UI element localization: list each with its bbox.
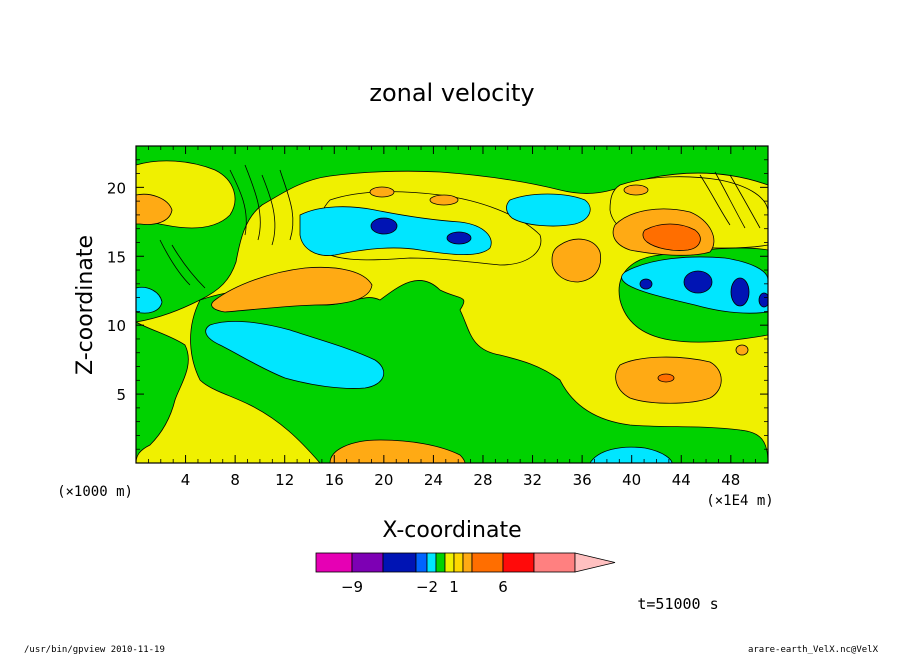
region-blue-core-6 <box>758 292 768 308</box>
colorbar-segment <box>471 552 504 573</box>
x-tick-label: 32 <box>523 471 542 489</box>
colorbar-label: 6 <box>498 578 508 596</box>
footer-right: arare-earth_VelX.nc@VelX <box>748 645 879 654</box>
y-tick-label: 5 <box>116 386 126 404</box>
y-tick-label: 10 <box>107 317 126 335</box>
colorbar-labels: −9 −2 1 6 <box>341 578 508 596</box>
region-orange-oval-5 <box>657 373 675 383</box>
colorbar-segment <box>426 552 437 573</box>
region-green-center <box>190 279 768 463</box>
colorbar-label: −9 <box>341 578 363 596</box>
colorbar-segment <box>444 552 455 573</box>
x-tick-label: 20 <box>374 471 393 489</box>
region-cyan-top-right-blob <box>506 193 591 227</box>
region-cyan-bottom-right <box>589 446 673 463</box>
x-tick-label: 16 <box>325 471 344 489</box>
x-tick-label: 40 <box>622 471 641 489</box>
region-orange-left <box>136 193 173 225</box>
colorbar-arrow <box>574 552 616 573</box>
region-darkorange-right-top <box>642 223 701 251</box>
x-tick-label: 28 <box>473 471 492 489</box>
region-blue-core-1 <box>370 217 398 235</box>
region-blue-core-5 <box>639 278 653 290</box>
region-orange-center-right <box>551 238 602 283</box>
colorbar-segment <box>351 552 384 573</box>
x-tick-label: 36 <box>573 471 592 489</box>
region-orange-oval-3 <box>623 184 649 196</box>
region-blue-core-4 <box>730 277 750 307</box>
region-orange-band <box>211 266 373 313</box>
chart-title: zonal velocity <box>369 79 534 107</box>
contour-field <box>136 146 768 463</box>
y-axis-ticks: 5 10 15 20 <box>107 159 768 450</box>
colorbar-segment <box>315 552 353 573</box>
region-green-left <box>136 321 189 463</box>
region-orange-oval-1 <box>369 186 395 198</box>
wavy-features-left <box>159 164 294 289</box>
x-tick-label: 8 <box>230 471 240 489</box>
x-tick-label: 12 <box>275 471 294 489</box>
x-tick-label: 24 <box>424 471 443 489</box>
region-green-top <box>136 146 768 323</box>
colorbar-segment <box>502 552 535 573</box>
x-axis-label: X-coordinate <box>382 518 521 543</box>
colorbar-segment <box>462 552 473 573</box>
colorbar-label: 1 <box>449 578 459 596</box>
region-orange-bottom <box>329 439 466 463</box>
footer-left: /usr/bin/gpview 2010-11-19 <box>24 645 165 654</box>
x-tick-label: 44 <box>672 471 691 489</box>
region-cyan-top-center <box>299 206 492 256</box>
colorbar-segment <box>453 552 464 573</box>
colorbar-label: −2 <box>416 578 438 596</box>
wavy-features-right <box>699 171 761 229</box>
region-cyan-mid-left <box>205 321 385 389</box>
region-cyan-left-edge <box>136 286 163 314</box>
y-tick-label: 15 <box>107 248 126 266</box>
plot-frame <box>135 145 769 464</box>
time-label: t=51000 s <box>637 595 718 613</box>
x-axis-unit: (×1E4 m) <box>706 493 773 509</box>
colorbar-segment <box>382 552 417 573</box>
colorbar-segment <box>533 552 576 573</box>
region-blue-core-3 <box>683 270 713 294</box>
x-tick-label: 4 <box>181 471 191 489</box>
x-axis-ticks: 4 8 12 16 20 24 28 32 36 40 44 48 <box>147 146 757 489</box>
region-orange-oval-2 <box>429 194 459 206</box>
colorbar-segment <box>435 552 446 573</box>
colorbar <box>315 552 616 573</box>
x-tick-label: 48 <box>721 471 740 489</box>
y-axis-unit: (×1000 m) <box>57 484 133 500</box>
y-tick-label: 20 <box>107 179 126 197</box>
region-blue-core-2 <box>446 231 472 245</box>
region-orange-oval-4 <box>735 344 749 356</box>
y-axis-label: Z-coordinate <box>73 235 98 375</box>
colorbar-segment <box>415 552 428 573</box>
